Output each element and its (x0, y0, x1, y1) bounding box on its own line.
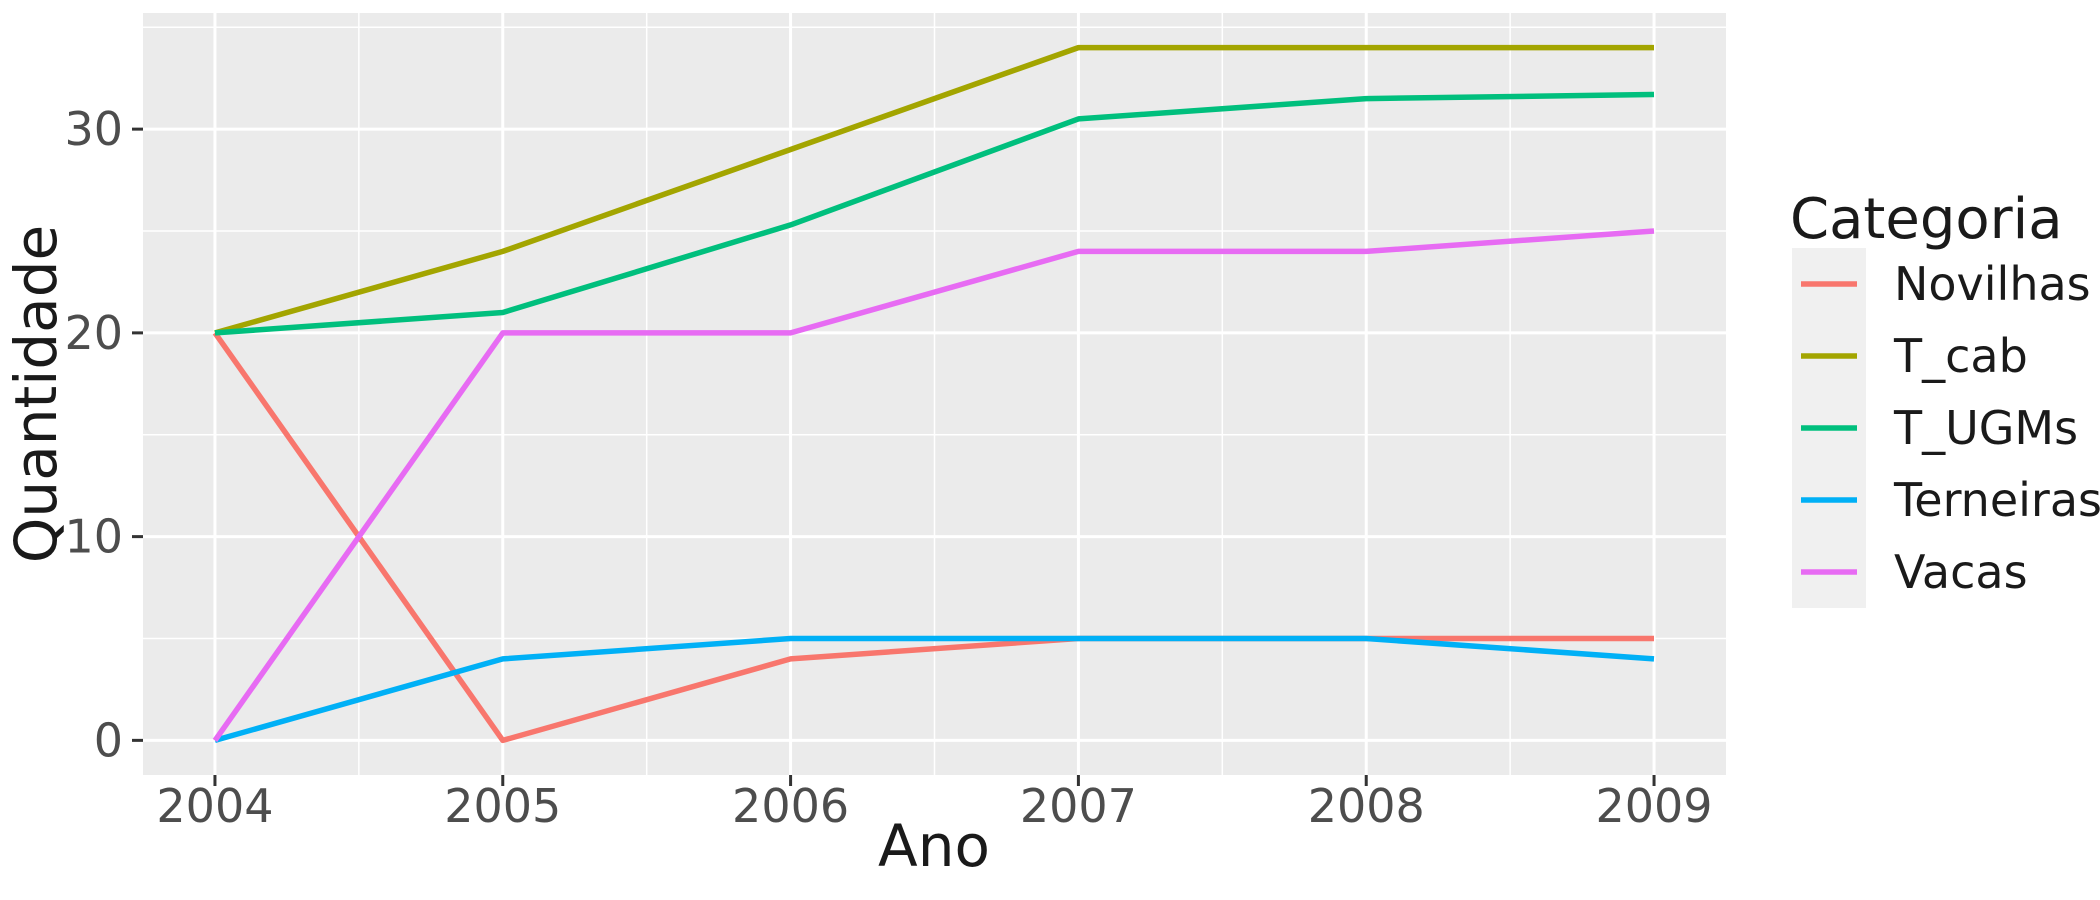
legend-title: Categoria (1790, 187, 2063, 252)
y-tick-label-0: 0 (94, 713, 123, 767)
series-line-t_cab (214, 44, 1654, 336)
legend-label-vacas: Vacas (1894, 545, 2028, 599)
x-tick-label-2007: 2007 (1020, 779, 1137, 833)
y-tick-label-20: 20 (64, 306, 123, 360)
legend-label-novilhas: Novilhas (1894, 257, 2091, 311)
y-axis-title: Quantidade (2, 225, 70, 563)
x-tick-label-2004: 2004 (156, 779, 273, 833)
legend: Novilhas T_cab T_UGMs Terneiras Vacas (1792, 248, 2100, 608)
legend-label-t_ugms: T_UGMs (1893, 401, 2078, 455)
series-line-vacas (212, 228, 1655, 742)
x-axis-title: Ano (878, 812, 990, 880)
y-tick-label-10: 10 (64, 510, 123, 564)
x-tick-label-2005: 2005 (444, 779, 561, 833)
legend-label-t_cab: T_cab (1893, 329, 2028, 383)
x-tick-label-2008: 2008 (1308, 779, 1425, 833)
x-tick-label-2009: 2009 (1596, 779, 1713, 833)
series-line-terneiras (214, 635, 1655, 744)
legend-label-terneiras: Terneiras (1893, 473, 2100, 527)
x-tick-label-2006: 2006 (732, 779, 849, 833)
series-line-t_ugms (214, 91, 1655, 336)
y-tick-label-30: 30 (64, 102, 123, 156)
